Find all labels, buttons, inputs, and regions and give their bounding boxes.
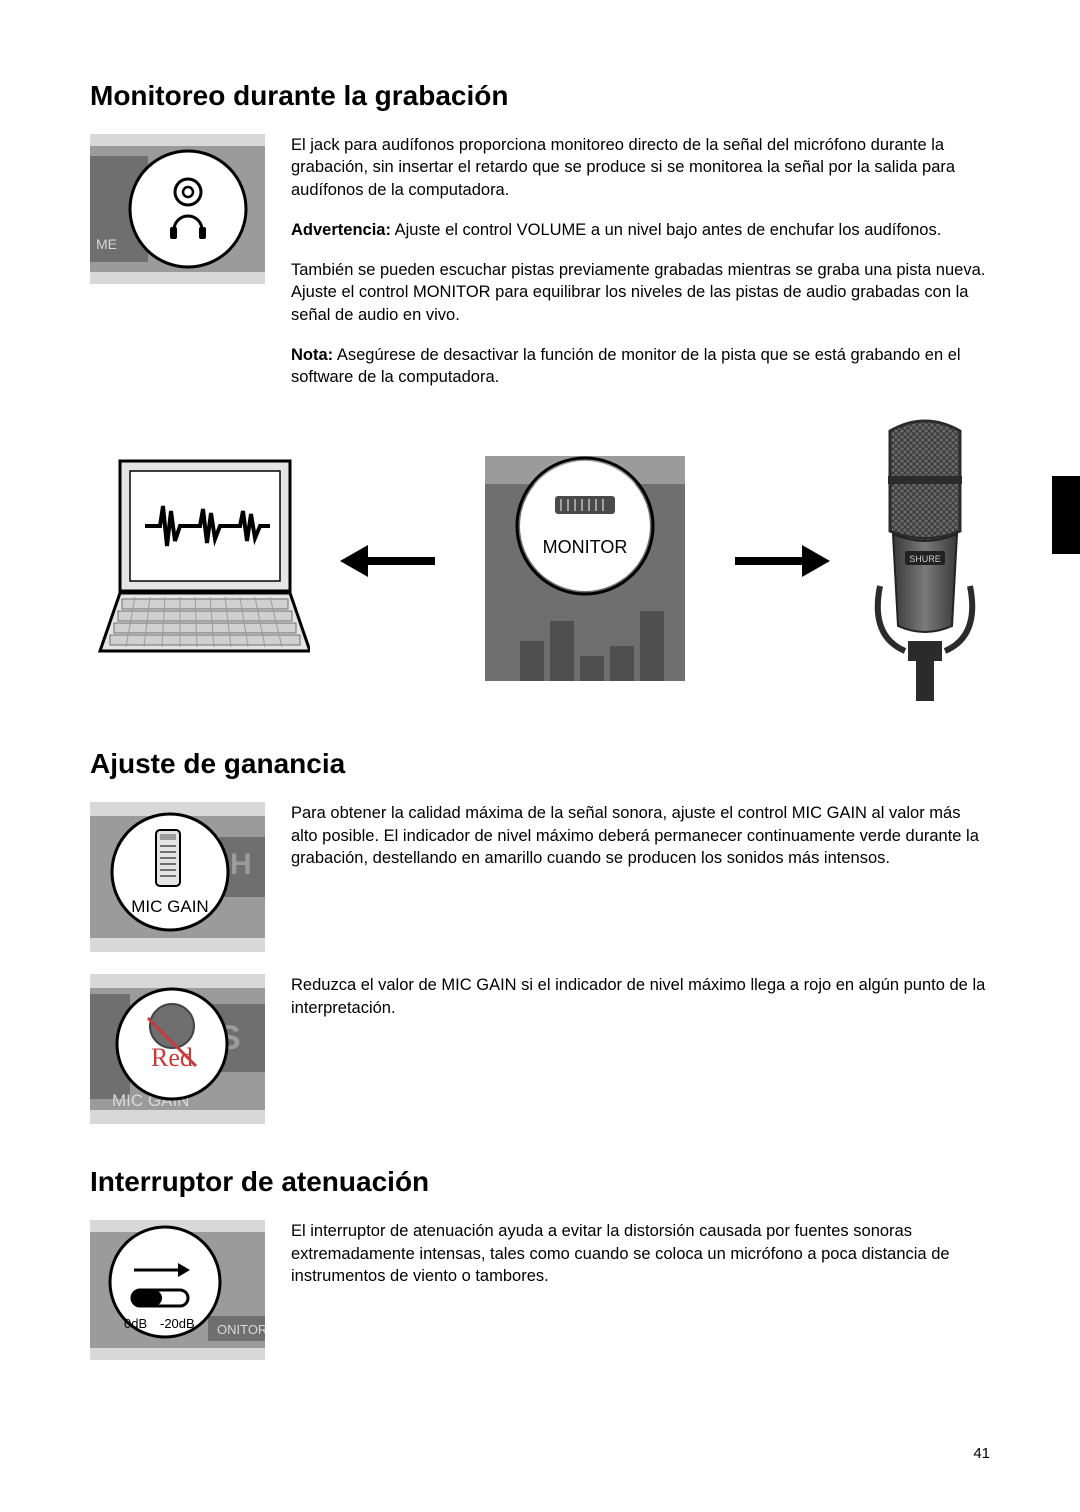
p-attenuation: El interruptor de atenuación ayuda a evi…	[291, 1220, 990, 1287]
heading-monitoring: Monitoreo durante la grabación	[90, 80, 990, 112]
page-number: 41	[973, 1445, 990, 1462]
page-content: Monitoreo durante la grabación ME	[0, 0, 1080, 1462]
diagram-monitor-balance: MONITOR	[90, 416, 990, 706]
p-gain-1: Para obtener la calidad máxima de la señ…	[291, 802, 990, 869]
svg-text:H: H	[230, 848, 252, 881]
thumb-mic-gain: H MIC GAIN	[90, 802, 265, 952]
p-monitoring-note: Nota: Asegúrese de desactivar la función…	[291, 344, 990, 389]
arrow-left-icon	[340, 541, 435, 581]
p-monitoring-2: También se pueden escuchar pistas previa…	[291, 259, 990, 326]
page-side-tab	[1052, 476, 1080, 554]
text-attenuation: El interruptor de atenuación ayuda a evi…	[291, 1220, 990, 1287]
thumb-attenuation: ONITOR 0dB -20dB	[90, 1220, 265, 1360]
svg-text:MONITOR: MONITOR	[543, 537, 628, 557]
svg-text:-20dB: -20dB	[160, 1316, 195, 1331]
section-gain: Ajuste de ganancia H	[90, 748, 990, 1124]
thumb-mic-gain-red: S MIC GAIN Red	[90, 974, 265, 1124]
section-attenuation: Interruptor de atenuación ONITOR 0dB -	[90, 1166, 990, 1360]
monitor-device-icon: MONITOR	[465, 441, 705, 681]
p-gain-2: Reduzca el valor de MIC GAIN si el indic…	[291, 974, 990, 1019]
svg-text:ME: ME	[96, 236, 117, 252]
section-monitoring: Monitoreo durante la grabación ME	[90, 80, 990, 706]
svg-text:SHURE: SHURE	[909, 554, 941, 564]
p-monitoring-1: El jack para audífonos proporciona monit…	[291, 134, 990, 201]
svg-text:MIC GAIN: MIC GAIN	[131, 897, 208, 916]
thumb-headphone-jack: ME	[90, 134, 265, 284]
heading-attenuation: Interruptor de atenuación	[90, 1166, 990, 1198]
text-monitoring: El jack para audífonos proporciona monit…	[291, 134, 990, 388]
p-monitoring-warn: Advertencia: Ajuste el control VOLUME a …	[291, 219, 990, 241]
text-gain-1: Para obtener la calidad máxima de la señ…	[291, 802, 990, 869]
text-gain-2: Reduzca el valor de MIC GAIN si el indic…	[291, 974, 990, 1019]
heading-gain: Ajuste de ganancia	[90, 748, 990, 780]
arrow-right-icon	[735, 541, 830, 581]
svg-text:ONITOR: ONITOR	[217, 1322, 265, 1337]
svg-text:0dB: 0dB	[124, 1316, 147, 1331]
microphone-icon: SHURE	[860, 416, 990, 706]
laptop-icon	[90, 451, 310, 671]
